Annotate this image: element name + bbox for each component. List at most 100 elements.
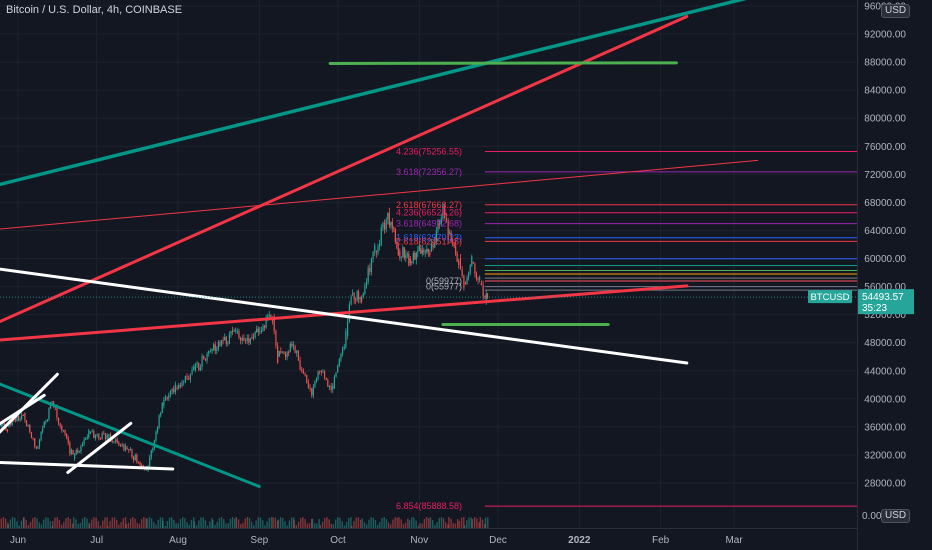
candle-body — [74, 454, 76, 459]
volume-bar — [434, 524, 436, 528]
candle-body — [216, 348, 218, 351]
volume-bar — [328, 519, 330, 528]
candle-body — [2, 423, 4, 425]
volume-bar — [440, 517, 443, 528]
time-tick-label: Sep — [250, 535, 268, 546]
volume-bar — [321, 521, 324, 528]
volume-bar — [69, 518, 72, 528]
volume-bar — [211, 517, 213, 528]
volume-bar — [359, 519, 362, 528]
candle-body — [356, 291, 358, 301]
volume-bar — [372, 517, 375, 528]
volume-bar — [368, 519, 370, 528]
candle-body — [369, 267, 371, 273]
symbol-tag — [808, 290, 852, 304]
volume-bar — [173, 519, 175, 528]
volume-bar — [206, 525, 209, 528]
volume-bar — [311, 518, 314, 528]
volume-bar — [67, 517, 69, 528]
candle-body — [412, 252, 414, 262]
candle-body — [429, 252, 431, 255]
volume-bar — [445, 522, 447, 528]
volume-bar — [306, 523, 309, 528]
candle-body — [358, 291, 360, 300]
candle-body — [362, 293, 364, 298]
candle-body — [77, 450, 79, 453]
volume-bar — [484, 517, 487, 528]
candle-body — [184, 376, 186, 382]
candle-body — [224, 336, 226, 341]
volume-bar — [318, 519, 320, 528]
volume-bar — [302, 517, 304, 528]
candle-body — [315, 378, 318, 382]
volume-bar — [25, 520, 27, 528]
trendline — [328, 61, 678, 66]
volume-bar — [326, 517, 328, 528]
volume-bar — [40, 524, 43, 528]
candle-body — [22, 415, 24, 416]
time-tick-label: Oct — [330, 535, 346, 546]
volume-bar — [463, 525, 466, 528]
candle-body — [294, 346, 296, 353]
volume-bar — [9, 519, 12, 528]
volume-bar — [454, 523, 457, 528]
volume-bar — [150, 518, 153, 528]
price-tick-label: 64000.00 — [864, 226, 906, 237]
candle-body — [49, 405, 52, 409]
candle-body — [45, 420, 47, 422]
volume-bar — [16, 521, 18, 528]
candle-body — [259, 331, 261, 333]
candle-body — [273, 316, 275, 332]
candle-body — [430, 243, 433, 252]
candle-body — [196, 362, 198, 365]
candle-body — [30, 431, 33, 438]
candle-body — [347, 321, 349, 336]
volume-bar — [14, 517, 16, 528]
volume-currency-button[interactable]: USD — [881, 509, 911, 523]
candle-body — [98, 434, 100, 439]
candle-body — [166, 397, 168, 399]
volume-bar — [218, 518, 221, 528]
candle-body — [155, 431, 157, 441]
candle-body — [486, 293, 489, 299]
candle-body — [199, 367, 202, 371]
volume-bar — [330, 523, 333, 528]
candle-body — [322, 371, 324, 373]
volume-bar — [392, 519, 394, 528]
candle-body — [286, 352, 288, 358]
volume-bar — [54, 517, 56, 528]
symbol-tag-text: BTCUSD — [810, 292, 849, 303]
candle-body — [323, 371, 326, 378]
candle-body — [411, 261, 413, 264]
volume-bar — [452, 523, 454, 528]
volume-bar — [107, 525, 109, 528]
volume-bar — [140, 519, 143, 528]
candle-body — [111, 440, 113, 443]
candle-body — [206, 353, 208, 361]
volume-bar — [251, 521, 253, 528]
candle-body — [370, 259, 373, 273]
candle-body — [128, 448, 130, 451]
candle-body — [236, 331, 238, 333]
candle-body — [27, 425, 29, 427]
volume-bar — [242, 522, 244, 528]
candle-body — [64, 429, 66, 434]
candle-body — [359, 297, 361, 300]
volume-bar — [259, 517, 262, 528]
volume-bar — [166, 521, 169, 528]
candle-body — [364, 285, 366, 294]
candle-body — [158, 415, 160, 428]
volume-bar — [300, 518, 302, 528]
volume-bar — [417, 525, 420, 528]
volume-bar — [212, 520, 214, 528]
candle-body — [171, 389, 173, 392]
candle-body — [439, 220, 441, 225]
currency-button[interactable]: USD — [881, 4, 911, 18]
candle-body — [70, 449, 73, 454]
candle-body — [277, 345, 279, 363]
candle-body — [248, 337, 250, 343]
candle-body — [163, 400, 165, 406]
candle-body — [455, 246, 457, 255]
volume-bar — [179, 519, 182, 528]
